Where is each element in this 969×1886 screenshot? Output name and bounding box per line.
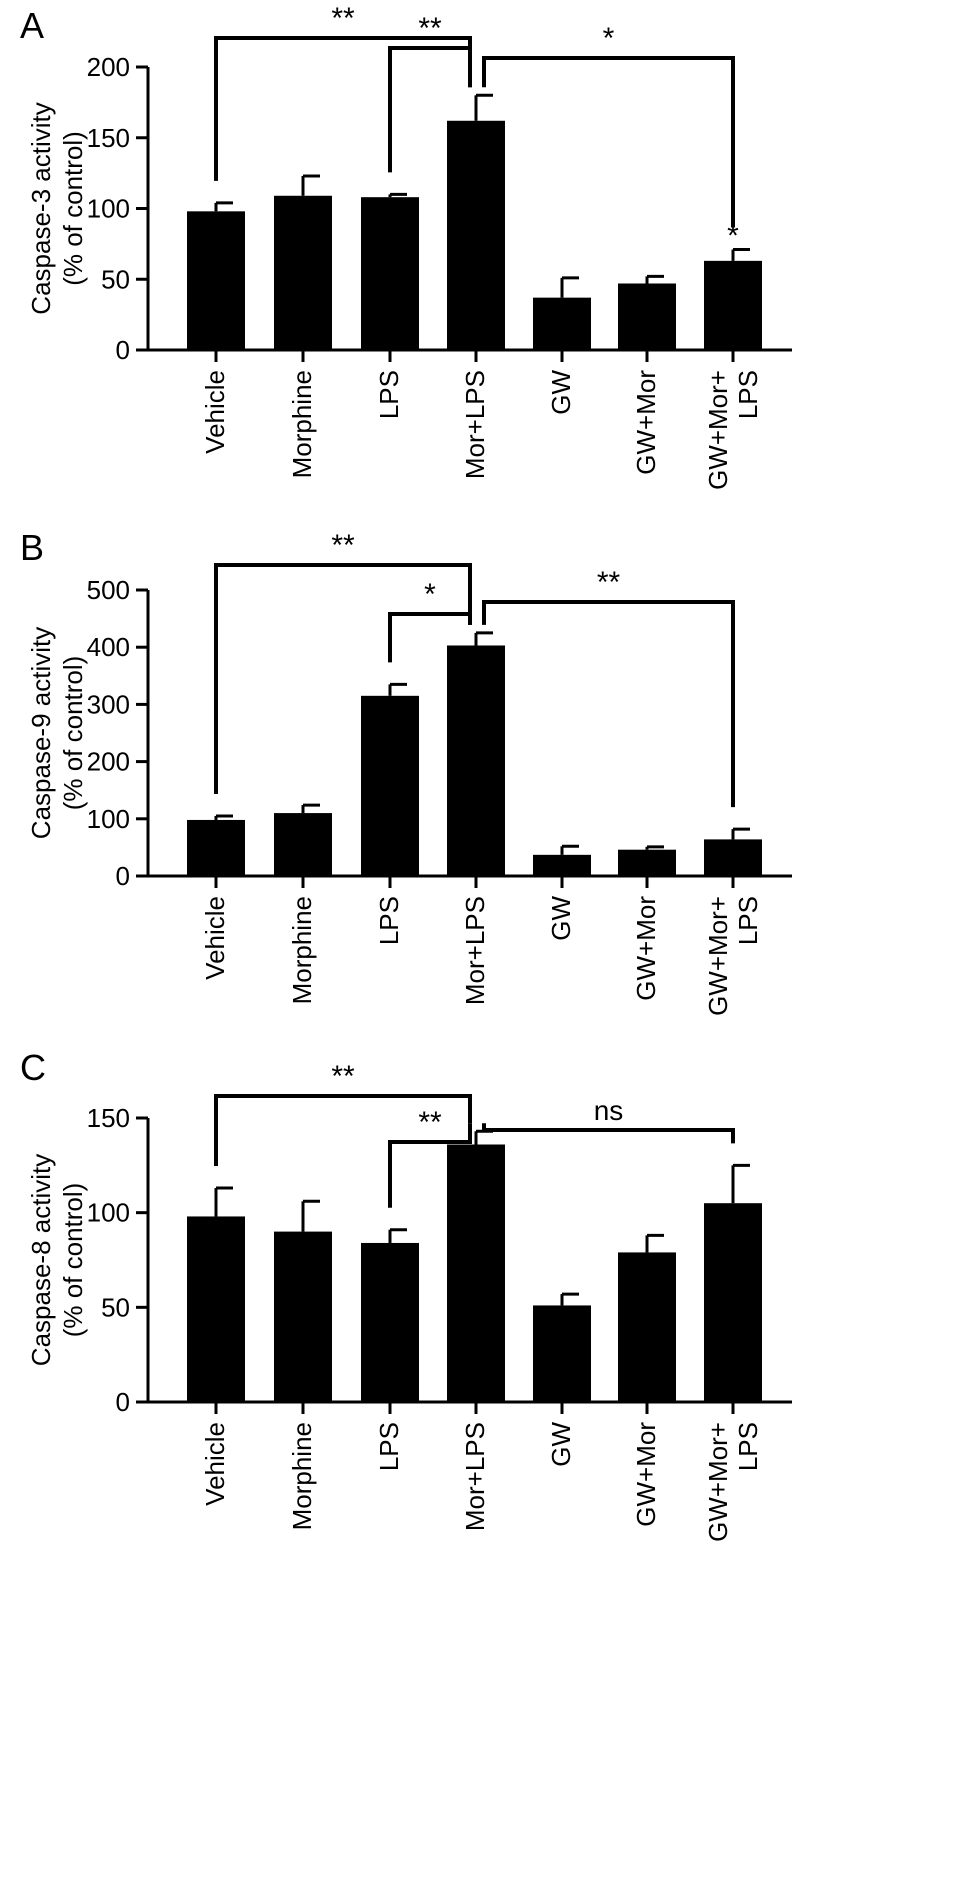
x-category-label: GW <box>546 370 576 415</box>
comparison-bracket <box>482 1123 735 1144</box>
x-category-label: LPS <box>374 370 404 419</box>
y-axis-label-unit: (% of control) <box>58 131 88 286</box>
y-axis-label: Caspase-3 activity <box>26 102 56 314</box>
bar <box>361 695 419 876</box>
comparison-bracket <box>482 56 735 228</box>
y-tick-label: 500 <box>87 575 130 605</box>
comparison-label: * <box>424 578 436 611</box>
bar <box>533 854 591 876</box>
x-category-label: Morphine <box>287 1422 317 1530</box>
bar <box>274 1231 332 1402</box>
chart-panel-c: C Caspase-8 activity (% of control) 0 50 100 1… <box>20 1047 792 1542</box>
bar <box>533 1305 591 1402</box>
comparison-bracket <box>388 46 472 173</box>
comparison-label: ** <box>597 566 621 599</box>
x-category-label: Vehicle <box>200 1422 230 1506</box>
bar <box>274 195 332 350</box>
y-tick-label: 0 <box>116 1387 130 1417</box>
x-category-label: Vehicle <box>200 370 230 454</box>
bar <box>447 645 505 876</box>
bar <box>447 120 505 351</box>
panel-letter: C <box>20 1047 46 1088</box>
x-category-label: Mor+LPS <box>460 1422 490 1531</box>
x-category-label: GW+Mor <box>631 370 661 475</box>
chart-panel-b: B Caspase-9 activity (% of control) 0 100 200… <box>20 527 792 1016</box>
x-category-label: GW+Mor+LPS <box>703 1422 763 1542</box>
y-axis-label: Caspase-9 activity <box>26 627 56 839</box>
comparison-label: ns <box>594 1095 624 1126</box>
x-category-label: Morphine <box>287 370 317 478</box>
significance-marker: * <box>727 220 739 253</box>
comparison-label: ** <box>418 1106 442 1139</box>
bar <box>187 211 245 350</box>
y-tick-label: 150 <box>87 123 130 153</box>
x-category-label: GW+Mor <box>631 896 661 1001</box>
x-category-label: GW+Mor <box>631 1422 661 1527</box>
x-category-label: Mor+LPS <box>460 896 490 1005</box>
bar <box>361 1242 419 1402</box>
x-category-label: LPS <box>374 1422 404 1471</box>
y-tick-label: 50 <box>101 1292 130 1322</box>
bar <box>704 839 762 876</box>
bar <box>618 1252 676 1402</box>
bar <box>361 197 419 350</box>
x-category-label: Mor+LPS <box>460 370 490 479</box>
y-tick-label: 300 <box>87 689 130 719</box>
x-category-label: Morphine <box>287 896 317 1004</box>
x-category-label: GW+Mor+LPS <box>703 370 763 490</box>
bar <box>187 819 245 876</box>
y-tick-label: 0 <box>116 335 130 365</box>
panel-letter: B <box>20 527 44 568</box>
y-tick-label: 100 <box>87 194 130 224</box>
x-category-label: GW+Mor+LPS <box>703 896 763 1016</box>
comparison-bracket <box>482 600 735 808</box>
chart-panel-a: A Caspase-3 activity (% of control) 0 50 100 1… <box>20 2 792 490</box>
y-tick-label: 200 <box>87 52 130 82</box>
y-tick-label: 200 <box>87 747 130 777</box>
y-tick-label: 100 <box>87 1198 130 1228</box>
bar <box>704 260 762 350</box>
x-category-label: Vehicle <box>200 896 230 980</box>
y-tick-label: 150 <box>87 1103 130 1133</box>
y-tick-label: 0 <box>116 861 130 891</box>
bar <box>274 813 332 876</box>
comparison-label: ** <box>331 529 355 562</box>
bar <box>447 1144 505 1402</box>
comparison-label: ** <box>418 12 442 45</box>
comparison-label: ** <box>331 2 355 35</box>
bar <box>618 283 676 350</box>
bar <box>187 1216 245 1402</box>
y-axis-label-unit: (% of control) <box>58 1183 88 1338</box>
comparison-bracket <box>388 612 472 663</box>
bar <box>618 849 676 876</box>
y-tick-label: 100 <box>87 804 130 834</box>
x-category-label: GW <box>546 1422 576 1467</box>
comparison-label: * <box>603 22 615 55</box>
y-axis-label-unit: (% of control) <box>58 656 88 811</box>
comparison-label: ** <box>331 1060 355 1093</box>
y-axis-label: Caspase-8 activity <box>26 1154 56 1366</box>
panel-letter: A <box>20 5 44 46</box>
comparison-bracket <box>388 1123 472 1208</box>
y-tick-label: 50 <box>101 264 130 294</box>
comparison-bracket <box>214 1094 472 1167</box>
bar <box>704 1203 762 1402</box>
y-tick-label: 400 <box>87 632 130 662</box>
x-category-label: GW <box>546 896 576 941</box>
comparison-bracket <box>214 563 472 794</box>
x-category-label: LPS <box>374 896 404 945</box>
comparison-bracket <box>214 36 472 181</box>
bar <box>533 297 591 350</box>
